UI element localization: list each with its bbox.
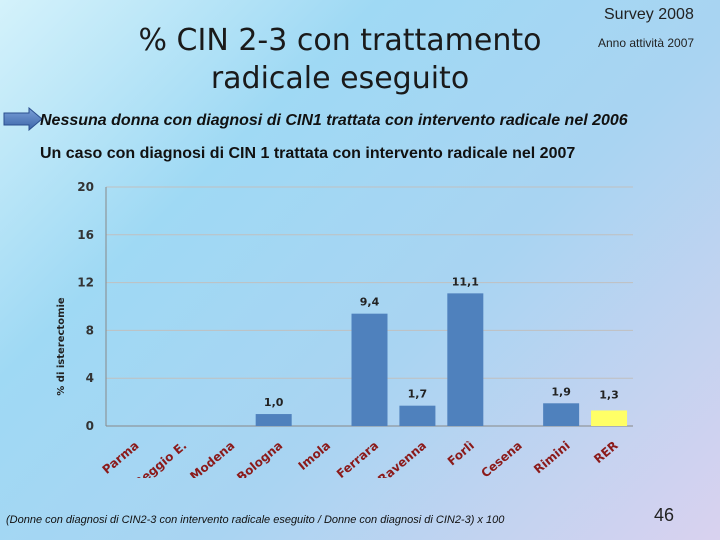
note-line-2: Un caso con diagnosi di CIN 1 trattata c…: [40, 145, 576, 162]
category-label: Modena: [187, 438, 237, 478]
category-label: Parma: [100, 438, 142, 476]
bar-rimini: [543, 403, 580, 426]
right-arrow-icon: [3, 107, 43, 131]
y-axis-title: % di isterectomie: [56, 297, 67, 396]
footnote: (Donne con diagnosi di CIN2-3 con interv…: [6, 514, 505, 526]
category-label: RER: [591, 438, 620, 466]
category-label: Reggio E.: [132, 438, 190, 478]
title-line-1: % CIN 2-3 con trattamento: [138, 23, 542, 58]
y-tick-label: 20: [77, 180, 94, 194]
value-label: 1,0: [264, 396, 284, 409]
bar-ferrara: [351, 313, 388, 426]
y-tick-label: 16: [77, 228, 94, 242]
note-line-1: Nessuna donna con diagnosi di CIN1 tratt…: [40, 112, 628, 129]
bar-ravenna: [399, 405, 436, 426]
y-tick-label: 4: [86, 371, 94, 385]
category-label: Imola: [295, 438, 333, 473]
category-label: Rimini: [531, 438, 573, 476]
y-tick-label: 8: [86, 323, 94, 337]
value-label: 1,7: [408, 388, 428, 401]
category-label: Forlì: [445, 438, 477, 468]
value-label: 1,3: [599, 388, 619, 401]
category-label: Bologna: [234, 438, 285, 478]
page-number: 46: [654, 505, 675, 525]
bar-rer: [591, 410, 628, 426]
category-label: Ferrara: [334, 438, 381, 478]
value-label: 1,9: [551, 385, 571, 398]
bar-forl: [447, 293, 484, 426]
survey-label: Survey 2008: [604, 6, 694, 23]
bar-bologna: [255, 414, 292, 426]
value-label: 9,4: [360, 296, 380, 309]
y-tick-label: 0: [86, 419, 94, 433]
page-title: % CIN 2-3 con trattamento radicale esegu…: [80, 22, 600, 98]
title-line-2: radicale eseguito: [210, 61, 470, 96]
category-label: Ravenna: [375, 438, 429, 478]
value-label: 11,1: [452, 275, 479, 288]
y-tick-label: 12: [77, 276, 94, 290]
category-label: Cesena: [478, 438, 524, 478]
anno-label: Anno attività 2007: [598, 36, 695, 50]
